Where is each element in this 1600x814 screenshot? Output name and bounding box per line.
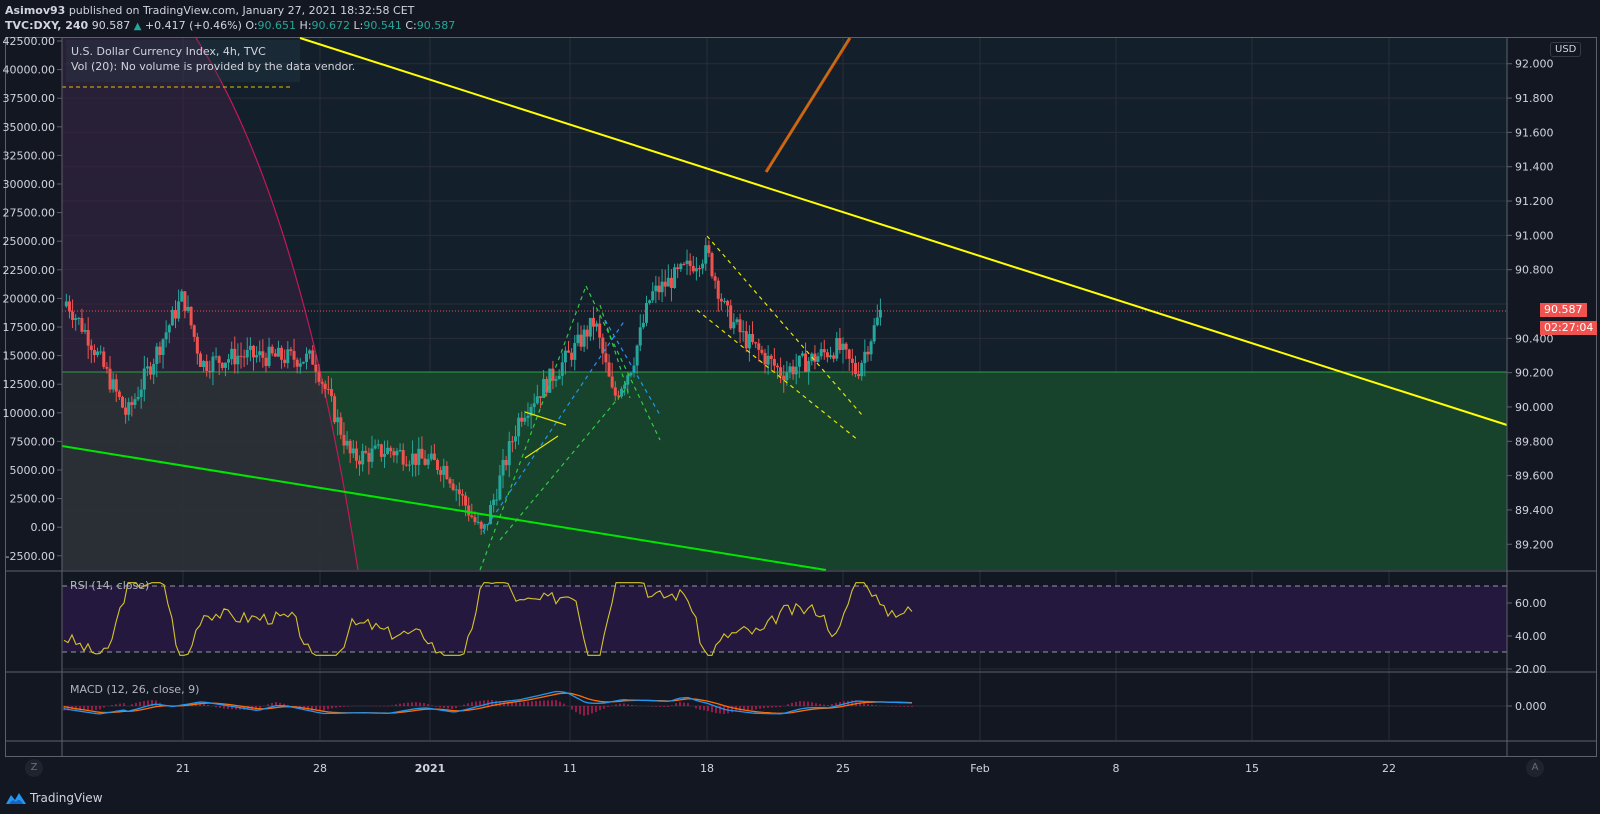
publisher-name[interactable]: Asimov93	[5, 4, 66, 17]
macd-signal-line	[63, 692, 913, 714]
left-scale-tick: 0.00	[31, 521, 56, 534]
symbol-ohlc-bar: TVC:DXY, 240 90.587 ▲ +0.417 (+0.46%) O:…	[5, 19, 455, 32]
price-tick: 90.200	[1515, 367, 1554, 380]
legend-title: U.S. Dollar Currency Index, 4h, TVC	[71, 45, 266, 58]
last-price-label: 90.587	[1540, 303, 1587, 317]
low-label: L:	[353, 19, 364, 32]
macd-label[interactable]: MACD (12, 26, close, 9)	[70, 683, 200, 696]
up-arrow-icon: ▲	[133, 21, 142, 32]
publish-info: Asimov93 published on TradingView.com, J…	[5, 4, 414, 17]
svg-text:40.00: 40.00	[1515, 630, 1547, 643]
close-label: C:	[405, 19, 417, 32]
svg-text:0.000: 0.000	[1515, 700, 1547, 713]
close-value: 90.587	[416, 19, 456, 32]
auto-scale-button[interactable]: A	[1526, 759, 1544, 777]
symbol-label: TVC:DXY, 240	[5, 19, 89, 32]
macd-line	[63, 690, 913, 715]
flag-lines	[524, 411, 567, 459]
time-tick: 2021	[414, 762, 446, 775]
rsi-label[interactable]: RSI (14, close)	[70, 579, 150, 592]
last-price: 90.587	[91, 19, 131, 32]
left-scale: 42500.00 40000.00 37500.00 35000.00 32500.00…	[3, 35, 62, 563]
time-tick: 8	[1112, 762, 1120, 775]
price-tick: 90.000	[1515, 401, 1554, 414]
time-tick: 11	[563, 762, 577, 775]
time-tick: 25	[836, 762, 850, 775]
left-scale-tick: 32500.00	[3, 149, 56, 162]
price-tick: 90.800	[1515, 264, 1554, 277]
time-tick: 18	[700, 762, 714, 775]
rsi-line	[63, 582, 913, 656]
price-tick: 89.800	[1515, 435, 1554, 448]
low-value: 90.541	[363, 19, 402, 32]
orange-ray-core	[766, 37, 850, 173]
price-tick: 91.800	[1515, 92, 1554, 105]
time-tick: 21	[176, 762, 190, 775]
svg-text:60.00: 60.00	[1515, 597, 1547, 610]
open-label: O:	[245, 19, 258, 32]
zoom-button[interactable]: Z	[25, 759, 43, 777]
tradingview-logo-icon	[6, 793, 26, 804]
chart-legend[interactable]: U.S. Dollar Currency Index, 4h, TVC Vol …	[66, 40, 356, 82]
price-tick: 91.400	[1515, 161, 1554, 174]
brand-name: TradingView	[30, 791, 103, 805]
price-tick: 90.400	[1515, 332, 1554, 345]
price-tick: 91.200	[1515, 195, 1554, 208]
left-scale-tick: 22500.00	[3, 264, 56, 277]
svg-text:20.00: 20.00	[1515, 663, 1547, 676]
currency-button[interactable]: USD	[1550, 42, 1582, 57]
price-tick: 89.600	[1515, 470, 1554, 483]
price-scale: 92.000 91.800 91.600 91.400 91.200 91.000 90.8…	[1507, 58, 1554, 713]
legend-volume: Vol (20): No volume is provided by the d…	[71, 60, 356, 73]
price-tick: 91.600	[1515, 126, 1554, 139]
left-scale-tick: 27500.00	[3, 207, 56, 220]
candles	[64, 237, 882, 535]
time-tick: 28	[313, 762, 327, 775]
left-scale-tick: 25000.00	[3, 235, 56, 248]
left-scale-tick: 42500.00	[3, 35, 56, 48]
time-tick: 22	[1382, 762, 1396, 775]
left-scale-tick: 30000.00	[3, 178, 56, 191]
left-scale-tick: 7500.00	[10, 435, 56, 448]
change-value: +0.417 (+0.46%)	[144, 19, 242, 32]
left-scale-tick: 20000.00	[3, 292, 56, 305]
price-tick: 92.000	[1515, 58, 1554, 71]
left-scale-tick: 12500.00	[3, 378, 56, 391]
time-tick: Feb	[970, 762, 990, 775]
left-scale-tick: 37500.00	[3, 92, 56, 105]
left-scale-tick: 40000.00	[3, 64, 56, 77]
price-tick: 91.000	[1515, 229, 1554, 242]
bar-countdown-label: 02:27:04	[1540, 321, 1598, 335]
price-tick: 89.400	[1515, 504, 1554, 517]
descending-trendline-green	[61, 445, 827, 571]
chart-frame	[5, 37, 1597, 757]
time-tick: 15	[1245, 762, 1259, 775]
publish-text: published on TradingView.com, January 27…	[68, 4, 415, 17]
descending-trendline-yellow	[299, 37, 1508, 426]
high-value: 90.672	[311, 19, 351, 32]
left-scale-tick: 10000.00	[3, 407, 56, 420]
left-scale-tick: 5000.00	[10, 464, 56, 477]
left-scale-tick: 35000.00	[3, 121, 56, 134]
high-label: H:	[299, 19, 312, 32]
left-scale-tick: -2500.00	[6, 550, 55, 563]
price-tick: 89.200	[1515, 538, 1554, 551]
open-value: 90.651	[257, 19, 297, 32]
left-scale-tick: 15000.00	[3, 350, 56, 363]
left-scale-tick: 2500.00	[10, 493, 56, 506]
tradingview-brand[interactable]: TradingView	[5, 791, 103, 805]
left-scale-tick: 17500.00	[3, 321, 56, 334]
channels	[479, 235, 863, 571]
rsi-band	[62, 586, 1507, 652]
arc-zone	[62, 38, 358, 570]
